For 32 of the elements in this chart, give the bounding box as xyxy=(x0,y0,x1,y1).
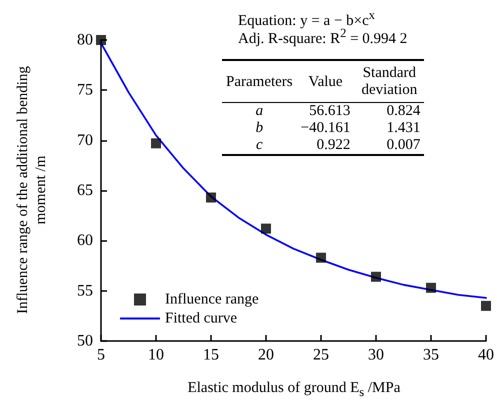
annotation: 0.922 xyxy=(316,137,352,155)
x-tick-label: 35 xyxy=(423,346,439,364)
y-tick-label: 50 xyxy=(77,332,93,350)
x-axis-title: Elastic modulus of ground E$_{s}$ /MPa xyxy=(188,380,400,400)
legend-label: Fitted curve xyxy=(165,310,238,326)
x-tick-label: 30 xyxy=(368,346,384,364)
annotation: −40.161 xyxy=(300,120,352,137)
y-tick-label: 60 xyxy=(77,232,93,250)
x-tick-label: 25 xyxy=(313,346,329,364)
annotation: b xyxy=(254,120,264,137)
x-tick-label: 5 xyxy=(97,346,105,364)
legend-label: Influence range xyxy=(165,292,260,308)
y-tick-label: 75 xyxy=(77,82,93,99)
y-axis-title: Influence range of the additional bending moment /m xyxy=(14,65,50,316)
x-tick-label: 40 xyxy=(478,346,494,364)
annotation: c xyxy=(254,137,264,155)
annotation: 0.007 xyxy=(386,137,422,155)
annotation: 0.824 xyxy=(386,102,422,120)
annotation: 1.431 xyxy=(386,120,422,137)
annotation: Standard deviation xyxy=(354,60,424,102)
x-tick-label: 15 xyxy=(203,346,219,364)
annotation: 56.613 xyxy=(308,102,352,120)
y-tick-label: 55 xyxy=(77,282,93,300)
y-tick-label: 65 xyxy=(77,182,93,199)
text: Equation: y = a − b×c$^{x}$ xyxy=(238,8,376,29)
x-tick-label: 20 xyxy=(258,346,274,364)
y-tick-label: 70 xyxy=(77,132,93,149)
annotation: Value xyxy=(296,60,354,102)
y-tick-label: 80 xyxy=(77,32,93,48)
annotation: Parameters xyxy=(222,60,297,102)
x-tick-label: 10 xyxy=(148,346,164,364)
annotation: a xyxy=(254,102,264,120)
